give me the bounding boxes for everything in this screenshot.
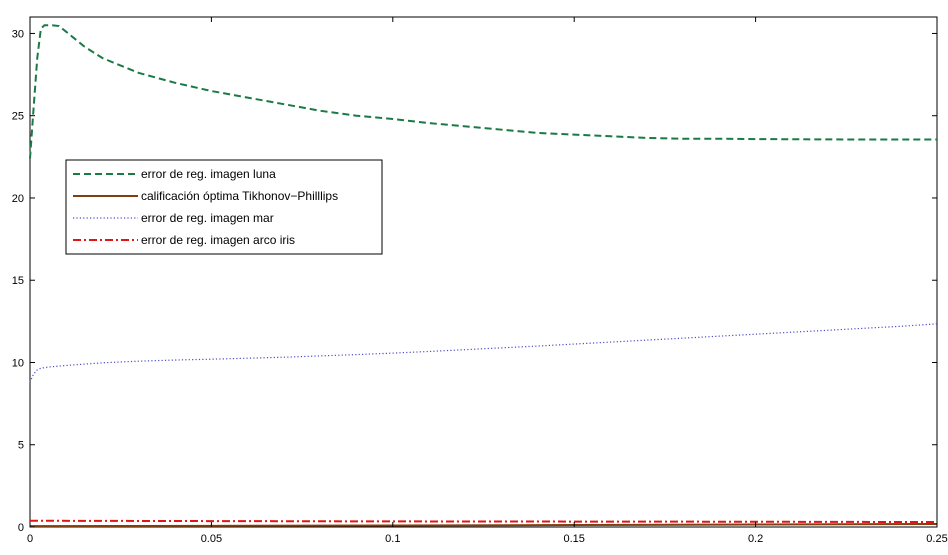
legend: error de reg. imagen luna calificación óp…	[65, 159, 383, 255]
legend-box	[65, 159, 383, 255]
x-tick-label: 0.2	[748, 533, 763, 545]
x-tick-label: 0.25	[926, 533, 947, 545]
y-tick-label: 15	[12, 275, 24, 287]
y-tick-label: 0	[18, 522, 24, 534]
x-tick-label: 0.05	[201, 533, 222, 545]
legend-label-1: error de reg. imagen luna	[141, 167, 276, 181]
y-tick-label: 30	[12, 28, 24, 40]
legend-label-2: calificación óptima Tikhonov−Philllips	[141, 189, 338, 203]
x-tick-label: 0.1	[385, 533, 400, 545]
series-line-2	[29, 523, 938, 528]
y-axis-ticks: 0 5 10 15 20 25 30	[12, 28, 937, 534]
legend-label-3: error de reg. imagen mar	[141, 211, 274, 225]
plot-area: 0 0.05 0.1 0.15 0.2 0.25 0 5 10 15 20 25 30	[12, 16, 948, 545]
series-line-1	[29, 24, 937, 159]
legend-label-4: error de reg. imagen arco iris	[141, 233, 295, 247]
y-tick-label: 10	[12, 357, 24, 369]
y-tick-label: 25	[12, 111, 24, 123]
x-tick-label: 0.15	[563, 533, 584, 545]
plot-frame	[29, 16, 938, 528]
series-layer	[29, 24, 938, 528]
y-tick-label: 20	[12, 193, 24, 205]
y-tick-label: 5	[18, 440, 24, 452]
x-tick-label: 0	[27, 533, 33, 545]
series-line-4	[29, 519, 938, 524]
series-line-3	[29, 323, 938, 383]
x-axis-ticks: 0 0.05 0.1 0.15 0.2 0.25	[27, 17, 948, 545]
